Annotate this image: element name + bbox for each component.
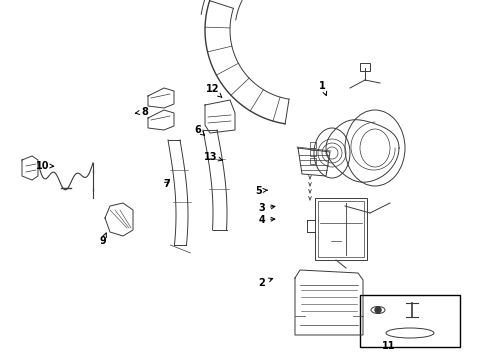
Text: 13: 13 [203, 152, 222, 162]
Bar [309, 142, 315, 148]
Bar [317, 201, 363, 257]
Bar [359, 63, 369, 71]
Text: 12: 12 [205, 84, 222, 97]
Circle shape [374, 307, 380, 313]
Text: 2: 2 [258, 278, 272, 288]
Bar [314, 198, 366, 260]
Bar [309, 150, 315, 156]
Text: 6: 6 [194, 125, 204, 135]
Text: 5: 5 [254, 186, 267, 196]
Text: 7: 7 [163, 179, 169, 189]
Text: 11: 11 [381, 341, 395, 351]
Text: 1: 1 [319, 81, 326, 95]
Text: 4: 4 [258, 215, 274, 225]
Text: 8: 8 [135, 107, 148, 117]
Text: 9: 9 [99, 233, 106, 246]
Text: 10: 10 [36, 161, 54, 171]
Bar [359, 295, 459, 347]
Text: 3: 3 [258, 203, 274, 213]
Bar [309, 158, 315, 164]
